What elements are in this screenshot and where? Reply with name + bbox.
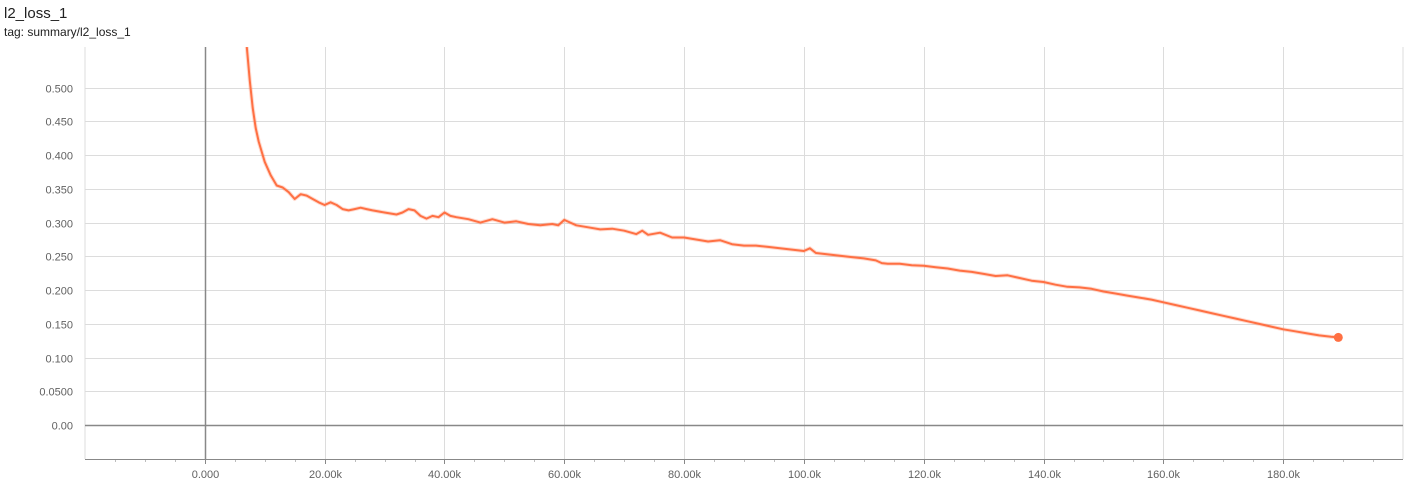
tick-labels: 0.00 0.0500 0.100 0.150 0.200 0.250 0.300 0.350… xyxy=(39,84,1300,482)
series-endpoint[interactable] xyxy=(1333,332,1343,342)
x-tick-label: 80.00k xyxy=(668,469,702,481)
x-tick-label: 100.0k xyxy=(788,469,822,481)
x-tick-label: 60.00k xyxy=(548,469,582,481)
x-tick-label: 40.00k xyxy=(428,469,462,481)
x-tick-label: 0.000 xyxy=(192,469,220,481)
x-tick-label: 120.0k xyxy=(908,469,942,481)
y-tick-label: 0.150 xyxy=(45,320,73,332)
axis-layer xyxy=(85,47,1403,464)
x-tick-label: 160.0k xyxy=(1147,469,1181,481)
y-tick-label: 0.500 xyxy=(45,84,73,96)
y-tick-label: 0.200 xyxy=(45,286,73,298)
series-line[interactable] xyxy=(245,47,1339,339)
y-tick-label: 0.100 xyxy=(45,354,73,366)
y-tick-label: 0.00 xyxy=(52,421,73,433)
x-tick-label: 20.00k xyxy=(309,469,343,481)
series-halo xyxy=(244,47,1339,340)
y-tick-label: 0.450 xyxy=(45,117,73,129)
y-tick-label: 0.350 xyxy=(45,185,73,197)
x-tick-label: 140.0k xyxy=(1028,469,1062,481)
chart-tag: tag: summary/l2_loss_1 xyxy=(4,25,131,39)
y-tick-label: 0.300 xyxy=(45,219,73,231)
y-tick-label: 0.0500 xyxy=(39,387,73,399)
series-layer xyxy=(244,47,1343,342)
y-tick-label: 0.400 xyxy=(45,151,73,163)
chart-title: l2_loss_1 xyxy=(4,5,68,22)
grid-layer xyxy=(84,47,1404,459)
x-tick-label: 180.0k xyxy=(1267,469,1301,481)
y-tick-label: 0.250 xyxy=(45,252,73,264)
